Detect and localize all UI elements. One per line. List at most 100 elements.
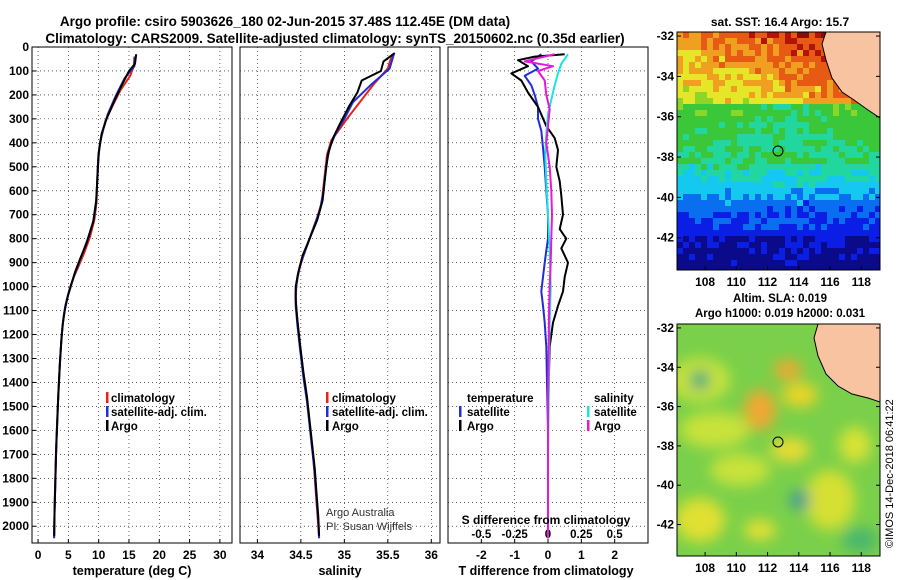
sst-cell xyxy=(785,146,791,152)
sst-cell xyxy=(755,194,761,200)
sst-cell xyxy=(737,212,743,218)
sst-cell xyxy=(857,164,863,170)
sst-cell xyxy=(683,86,689,92)
sst-cell xyxy=(689,176,695,182)
sst-cell xyxy=(683,182,689,188)
sst-cell xyxy=(809,92,815,98)
sla-lat-ticks: -32 -34 -36 -38 -40 -42 xyxy=(657,321,880,532)
sst-cell xyxy=(743,134,749,140)
sst-cell xyxy=(689,104,695,110)
temperature-panel: 0100200300400500600700800900100011001200… xyxy=(2,40,233,578)
lat-tick-label: -38 xyxy=(657,439,675,453)
lat-tick-label: -32 xyxy=(657,29,675,43)
sst-cell xyxy=(731,182,737,188)
sst-cell xyxy=(839,200,845,206)
sst-cell xyxy=(827,206,833,212)
sst-cell xyxy=(833,266,839,270)
sst-cell xyxy=(683,140,689,146)
sst-cell xyxy=(821,56,827,62)
salinity-plot-area xyxy=(239,46,441,544)
sst-cell xyxy=(755,44,761,50)
lon-tick-label: 114 xyxy=(789,275,809,289)
sst-cell xyxy=(701,44,707,50)
sst-cell xyxy=(797,164,803,170)
sst-cell xyxy=(695,104,701,110)
sst-cell xyxy=(689,50,695,56)
sst-cell xyxy=(797,80,803,86)
sst-cell xyxy=(803,92,809,98)
figure-title-line1: Argo profile: csiro 5903626_180 02-Jun-2… xyxy=(60,14,510,29)
sst-cell xyxy=(863,218,869,224)
sst-cell xyxy=(677,164,683,170)
sst-cell xyxy=(695,62,701,68)
sst-cell xyxy=(809,164,815,170)
sst-cell xyxy=(833,212,839,218)
sst-cell xyxy=(791,182,797,188)
sst-cell xyxy=(695,242,701,248)
sst-cell xyxy=(821,218,827,224)
sst-cell xyxy=(851,146,857,152)
sst-cell xyxy=(827,260,833,266)
sst-cell xyxy=(749,212,755,218)
sst-cell xyxy=(863,176,869,182)
sst-cell xyxy=(791,98,797,104)
sst-cell xyxy=(767,74,773,80)
sst-cell xyxy=(785,152,791,158)
sst-cell xyxy=(785,200,791,206)
sst-cell xyxy=(749,242,755,248)
sst-cell xyxy=(749,200,755,206)
sst-cell xyxy=(863,206,869,212)
sst-cell xyxy=(863,254,869,260)
sst-cell xyxy=(767,260,773,266)
sst-cell xyxy=(695,146,701,152)
sst-cell xyxy=(845,116,851,122)
sst-cell xyxy=(833,170,839,176)
sst-cell xyxy=(773,44,779,50)
sst-cell xyxy=(719,116,725,122)
depth-tick-label: 1400 xyxy=(2,375,29,389)
sst-cell xyxy=(761,170,767,176)
sst-cell xyxy=(749,86,755,92)
sst-cell xyxy=(857,188,863,194)
sst-cell xyxy=(725,170,731,176)
sst-cell xyxy=(797,32,803,38)
sst-cell xyxy=(833,206,839,212)
sst-cell xyxy=(713,176,719,182)
sst-cell xyxy=(743,32,749,38)
sst-cell xyxy=(749,194,755,200)
sst-cell xyxy=(863,164,869,170)
sst-cell xyxy=(707,254,713,260)
sst-cell xyxy=(797,128,803,134)
sst-cell xyxy=(761,206,767,212)
sst-cell xyxy=(833,254,839,260)
sst-cell xyxy=(815,188,821,194)
sst-cell xyxy=(725,110,731,116)
sst-cell xyxy=(677,230,683,236)
sst-cell xyxy=(719,260,725,266)
sst-cell xyxy=(809,116,815,122)
sst-cell xyxy=(761,200,767,206)
sst-cell xyxy=(695,68,701,74)
sst-cell xyxy=(815,230,821,236)
difference-panel: -2 -1 0 1 2 -0.5 -0.25 0 0.25 0.5 S difference f… xyxy=(447,46,649,578)
legend-swatch-satellite xyxy=(106,406,109,417)
sst-cell xyxy=(725,122,731,128)
sst-cell xyxy=(725,44,731,50)
sst-cell xyxy=(833,260,839,266)
sst-cell xyxy=(857,224,863,230)
sst-cell xyxy=(779,110,785,116)
sst-cell xyxy=(707,206,713,212)
sst-cell xyxy=(833,176,839,182)
sst-cell xyxy=(809,230,815,236)
sst-cell xyxy=(761,158,767,164)
sst-cell xyxy=(851,248,857,254)
sst-cell xyxy=(749,182,755,188)
legend-swatch-temp-satellite xyxy=(459,406,462,417)
sst-cell xyxy=(809,50,815,56)
sst-cell xyxy=(749,266,755,270)
sst-cell xyxy=(875,158,880,164)
sst-cell xyxy=(767,146,773,152)
sst-cell xyxy=(809,32,815,38)
sst-cell xyxy=(839,218,845,224)
sst-cell xyxy=(851,182,857,188)
